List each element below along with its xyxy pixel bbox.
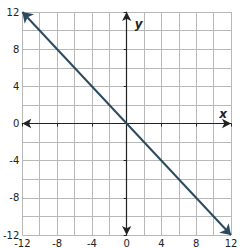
- svg-text:4: 4: [158, 238, 164, 248]
- svg-text:y: y: [135, 17, 144, 31]
- svg-text:x: x: [218, 107, 228, 121]
- svg-text:-4: -4: [87, 238, 97, 248]
- svg-text:8: 8: [13, 44, 19, 55]
- svg-text:8: 8: [193, 238, 199, 248]
- svg-text:12: 12: [7, 7, 20, 18]
- svg-text:0: 0: [13, 118, 19, 129]
- svg-text:-12: -12: [14, 238, 30, 248]
- svg-text:-4: -4: [9, 155, 19, 166]
- svg-text:-8: -8: [9, 192, 19, 203]
- svg-text:4: 4: [13, 81, 19, 92]
- svg-text:0: 0: [123, 238, 129, 248]
- svg-text:12: 12: [225, 238, 238, 248]
- svg-text:-8: -8: [52, 238, 62, 248]
